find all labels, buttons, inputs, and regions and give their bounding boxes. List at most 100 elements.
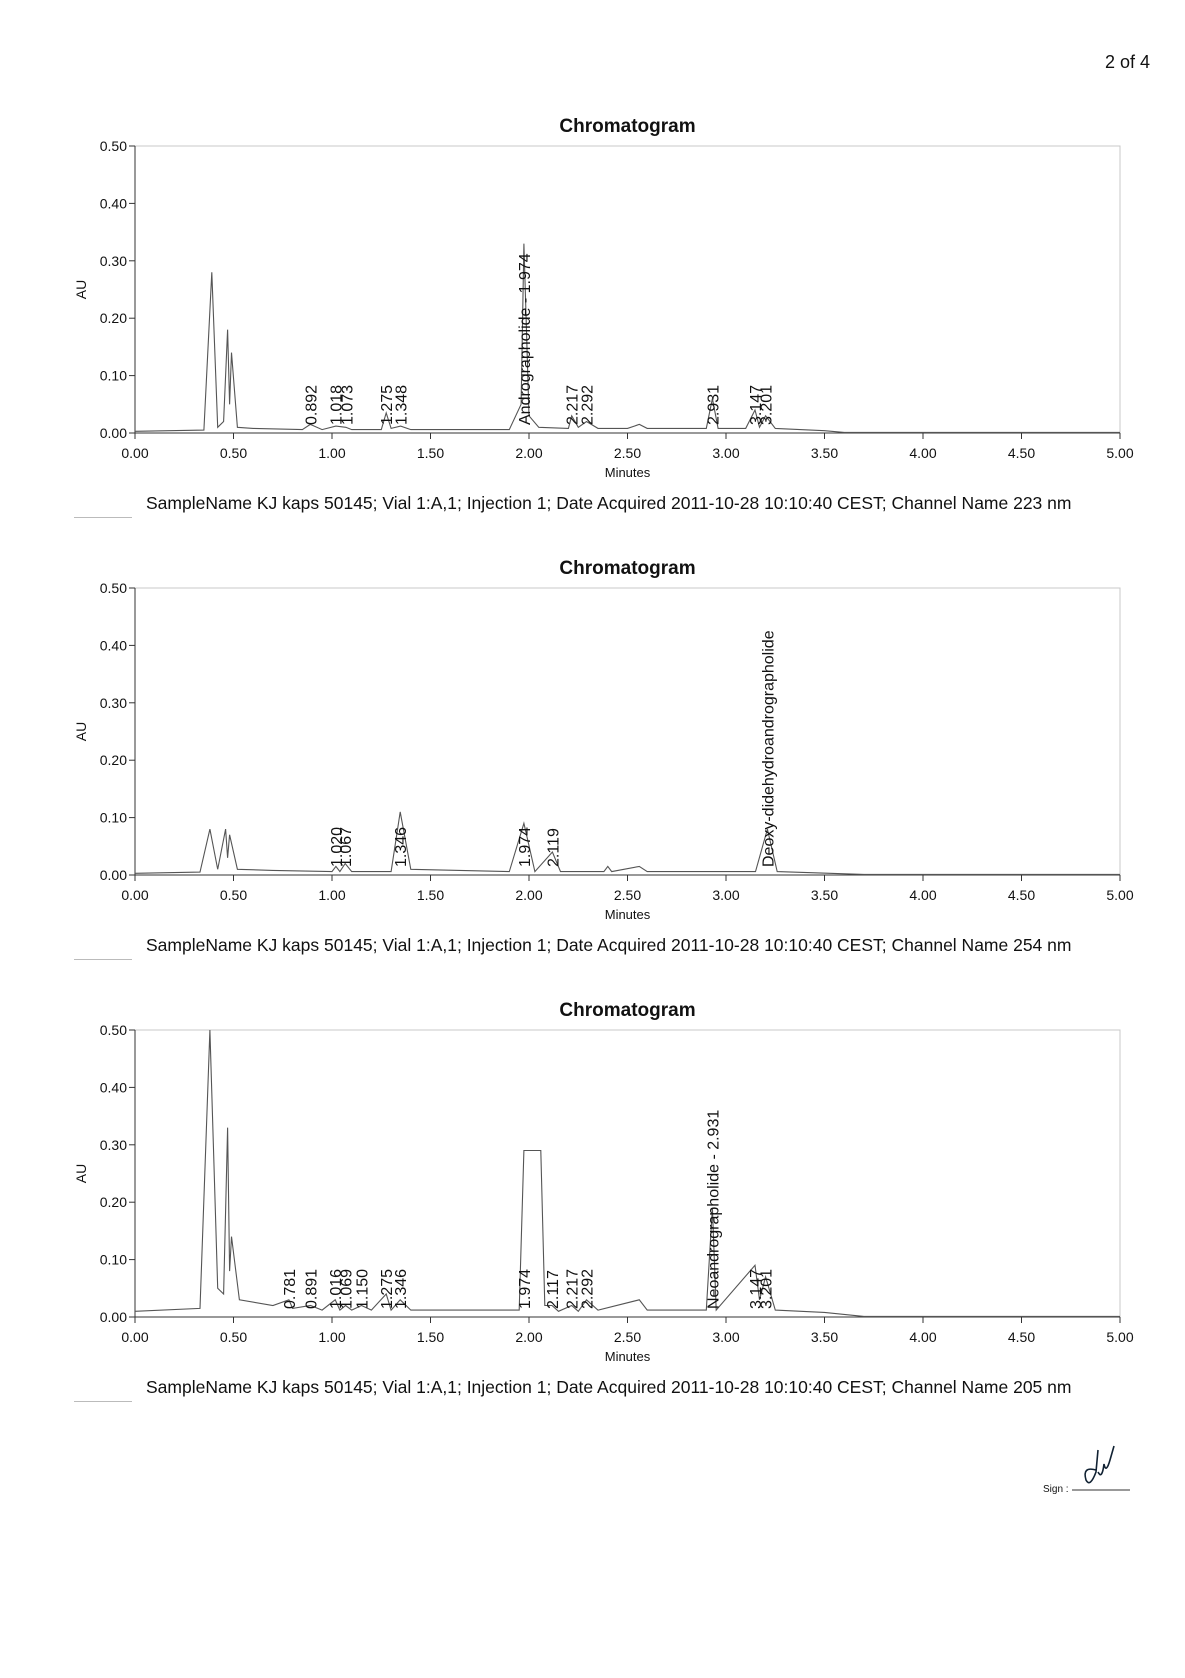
y-tick-label: 0.20	[100, 1194, 127, 1210]
x-tick-label: 4.50	[1008, 887, 1035, 903]
signature-stroke	[1084, 1445, 1115, 1484]
page-number: 2 of 4	[1105, 52, 1150, 72]
peak-label: 2.217	[565, 385, 582, 425]
x-axis-label: Minutes	[605, 1349, 651, 1364]
x-tick-label: 1.00	[318, 1329, 345, 1345]
peak-label: 1.020	[329, 827, 346, 867]
x-tick-label: 0.50	[220, 1329, 247, 1345]
y-tick-label: 0.50	[100, 580, 127, 596]
peak-label: 1.067	[338, 827, 355, 867]
peak-label: 2.292	[580, 1269, 597, 1309]
peak-label: 1.018	[329, 385, 346, 425]
plot-frame	[134, 145, 1121, 434]
y-axis-label: AU	[73, 722, 89, 741]
chromatogram: Chromatogram 0.00 0.10 0.20 0.30 0.40 0.50 0.00…	[73, 1000, 1134, 1364]
y-tick-label: 0.30	[100, 1137, 127, 1153]
x-tick-label: 2.50	[614, 1329, 641, 1345]
signature: Sign :	[1043, 1445, 1130, 1495]
x-tick-label: 0.00	[121, 887, 148, 903]
y-tick-label: 0.20	[100, 310, 127, 326]
sign-label: Sign :	[1043, 1484, 1069, 1495]
trace	[134, 811, 1120, 875]
x-tick-label: 3.00	[712, 445, 739, 461]
x-tick-label: 5.00	[1106, 887, 1133, 903]
x-tick-label: 1.00	[318, 445, 345, 461]
peak-label: 0.892	[304, 385, 321, 425]
peak-label: 3.147	[748, 385, 765, 425]
peak-label: 2.292	[580, 385, 597, 425]
y-tick-label: 0.50	[100, 1022, 127, 1038]
x-tick-label: 2.50	[614, 445, 641, 461]
y-tick-label: 0.00	[100, 1309, 127, 1325]
chromatogram: Chromatogram 0.00 0.10 0.20 0.30 0.40 0.50 0.00…	[73, 558, 1134, 922]
y-tick-label: 0.00	[100, 425, 127, 441]
x-tick-label: 1.50	[417, 445, 444, 461]
peak-label: Neoandrographolide - 2.931	[705, 1110, 722, 1309]
y-tick-label: 0.50	[100, 138, 127, 154]
peak-label: Deoxy-didehydroandrographolide	[760, 630, 777, 867]
y-tick-label: 0.00	[100, 867, 127, 883]
chart-caption: SampleName KJ kaps 50145; Vial 1:A,1; In…	[146, 493, 1072, 513]
legend-swatch	[74, 1401, 132, 1402]
x-tick-label: 3.00	[712, 1329, 739, 1345]
trace	[134, 1029, 1120, 1317]
x-axis-label: Minutes	[605, 907, 651, 922]
chart-caption: SampleName KJ kaps 50145; Vial 1:A,1; In…	[146, 935, 1072, 955]
peak-label: Andrographolide - 1.974	[517, 253, 534, 425]
y-tick-label: 0.10	[100, 1252, 127, 1268]
y-tick-label: 0.10	[100, 368, 127, 384]
x-tick-label: 3.50	[811, 1329, 838, 1345]
peak-label: 1.275	[379, 385, 396, 425]
x-tick-label: 2.50	[614, 887, 641, 903]
peak-label: 1.346	[393, 827, 410, 867]
y-tick-label: 0.30	[100, 695, 127, 711]
legend-swatch	[74, 517, 132, 518]
x-tick-label: 5.00	[1106, 1329, 1133, 1345]
y-axis-label: AU	[73, 280, 89, 299]
peak-label: 1.150	[355, 1269, 372, 1309]
y-axis-label: AU	[73, 1164, 89, 1183]
x-tick-label: 3.50	[811, 445, 838, 461]
peak-label: 2.117	[545, 1270, 562, 1309]
x-axis-label: Minutes	[605, 465, 651, 480]
x-tick-label: 4.00	[909, 445, 936, 461]
y-tick-label: 0.10	[100, 810, 127, 826]
peak-label: 0.891	[304, 1269, 321, 1309]
peak-label: 2.217	[565, 1269, 582, 1309]
chromatogram: Chromatogram 0.00 0.10 0.20 0.30 0.40 0.50 0.00…	[73, 116, 1134, 480]
peak-label: 1.974	[517, 1269, 534, 1309]
chart-caption: SampleName KJ kaps 50145; Vial 1:A,1; In…	[146, 1377, 1072, 1397]
x-tick-label: 5.00	[1106, 445, 1133, 461]
peak-label: 3.201	[759, 1269, 776, 1309]
peak-label: 1.073	[339, 385, 356, 425]
plot-frame	[134, 587, 1121, 876]
peak-label: 1.069	[339, 1269, 356, 1309]
peak-label: 3.201	[759, 385, 776, 425]
x-tick-label: 2.00	[515, 445, 542, 461]
peak-label: 2.119	[545, 828, 562, 867]
legend-swatch	[74, 959, 132, 960]
x-tick-label: 0.50	[220, 887, 247, 903]
x-tick-label: 0.00	[121, 1329, 148, 1345]
chart-title: Chromatogram	[559, 558, 695, 579]
peak-label: 1.974	[517, 827, 534, 867]
x-tick-label: 0.50	[220, 445, 247, 461]
peak-label: 3.147	[748, 1269, 765, 1309]
x-tick-label: 2.00	[515, 1329, 542, 1345]
x-tick-label: 4.50	[1008, 1329, 1035, 1345]
x-tick-label: 3.00	[712, 887, 739, 903]
y-tick-label: 0.30	[100, 253, 127, 269]
trace	[134, 243, 1120, 433]
x-tick-label: 1.50	[417, 1329, 444, 1345]
y-tick-label: 0.40	[100, 1079, 127, 1095]
y-tick-label: 0.40	[100, 195, 127, 211]
chart-title: Chromatogram	[559, 116, 695, 137]
x-tick-label: 0.00	[121, 445, 148, 461]
x-tick-label: 2.00	[515, 887, 542, 903]
y-tick-label: 0.20	[100, 752, 127, 768]
peak-label: 0.781	[282, 1269, 299, 1309]
y-tick-label: 0.40	[100, 637, 127, 653]
peak-label: 1.275	[379, 1269, 396, 1309]
